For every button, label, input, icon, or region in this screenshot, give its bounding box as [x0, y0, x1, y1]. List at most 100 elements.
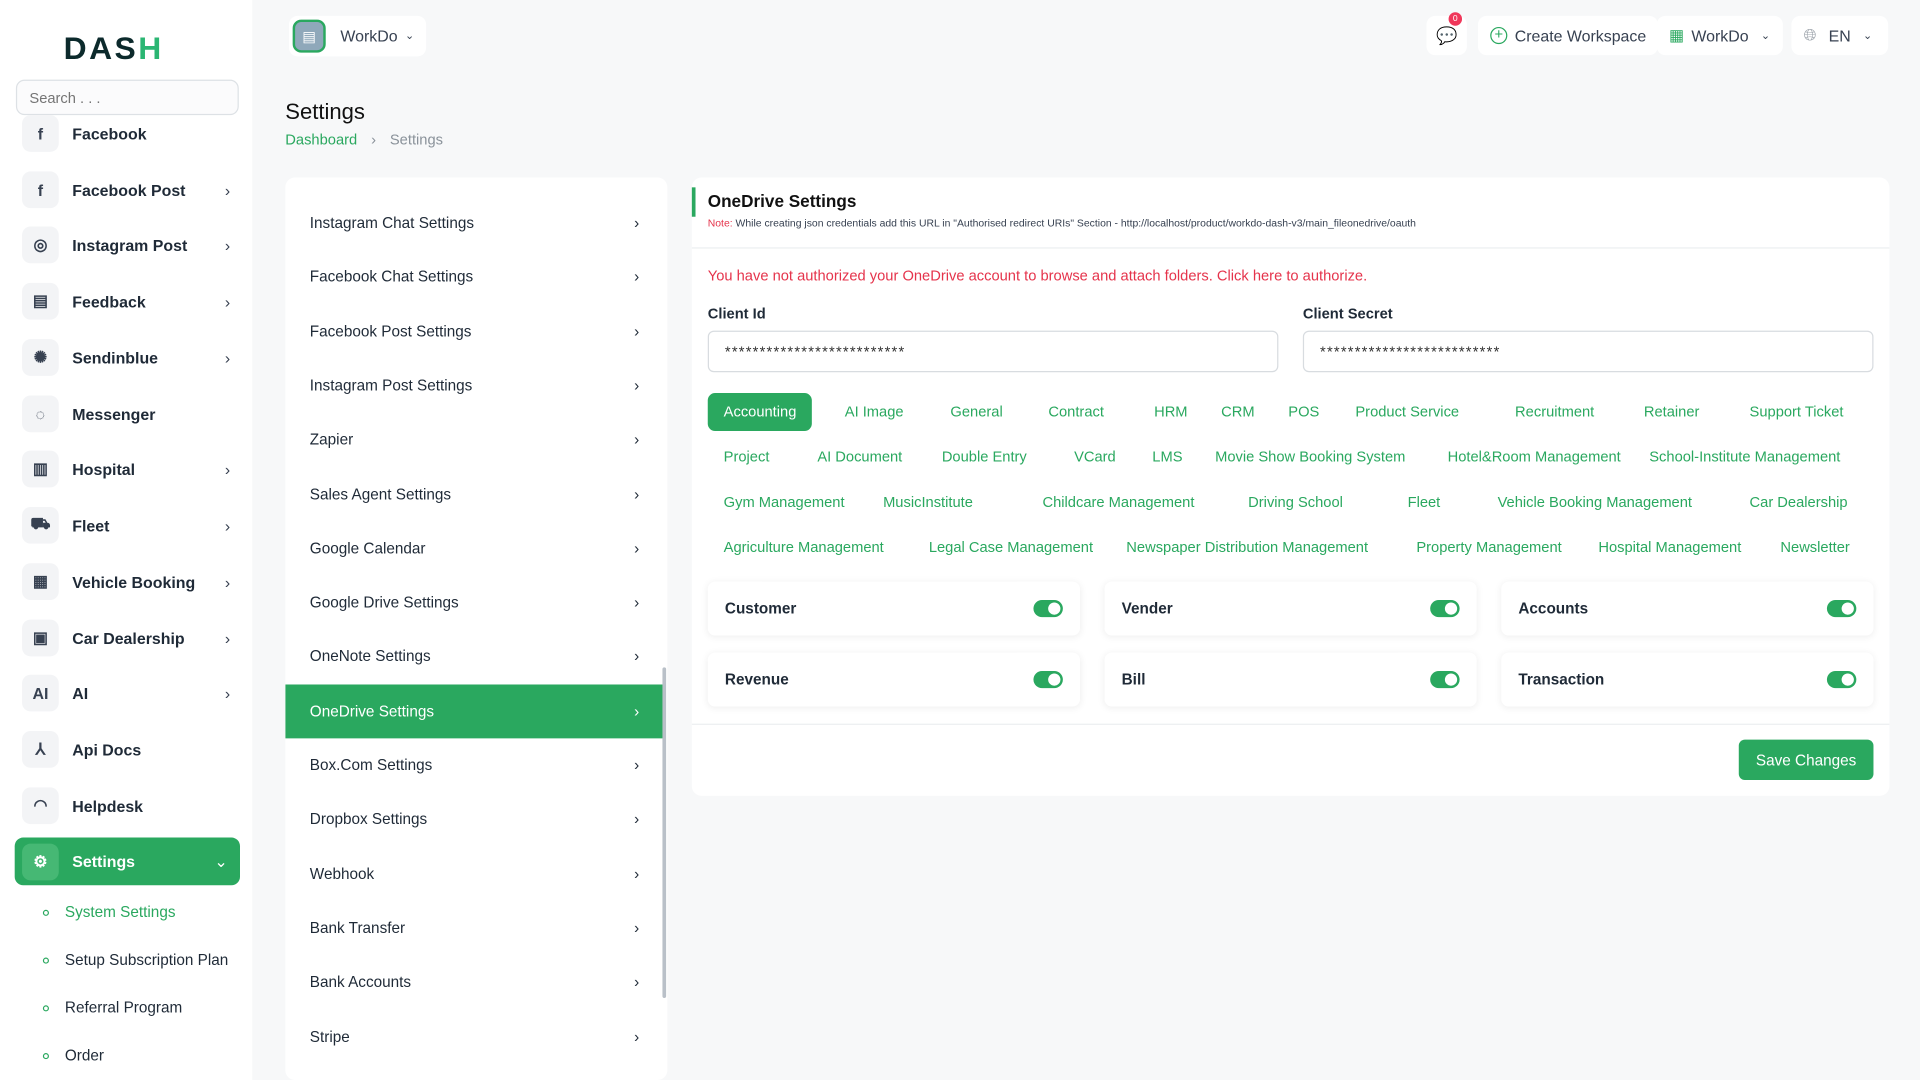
- sidebar-item-helpdesk[interactable]: ◠ Helpdesk: [22, 786, 230, 825]
- toggle-switch[interactable]: [1033, 600, 1063, 618]
- toggle-switch[interactable]: [1033, 671, 1063, 689]
- sidebar-item-messenger[interactable]: ◌ Messenger: [22, 394, 230, 433]
- module-tab[interactable]: Agriculture Management: [723, 538, 884, 556]
- module-tab[interactable]: Retainer: [1643, 402, 1700, 421]
- globe-icon: 🌐︎: [1803, 25, 1817, 45]
- sidebar-item-sendinblue[interactable]: ✺ Sendinblue ›: [22, 338, 230, 377]
- plus-circle-icon: +: [1490, 27, 1508, 45]
- settings-menu-item[interactable]: OneDrive Settings ›: [285, 684, 664, 738]
- module-tab[interactable]: CRM: [1221, 402, 1255, 421]
- sidebar-item-label: Fleet: [72, 516, 110, 535]
- sidebar-item-fleet[interactable]: ⛟ Fleet ›: [22, 506, 230, 545]
- module-tab[interactable]: Legal Case Management: [928, 538, 1094, 556]
- module-tab[interactable]: Hotel&Room Management: [1447, 448, 1621, 466]
- title-accent: [691, 187, 696, 217]
- module-tab[interactable]: Childcare Management: [1042, 493, 1195, 511]
- toggle-card: Accounts: [1501, 581, 1874, 636]
- sidebar-item-settings[interactable]: ⚙ Settings ⌄: [14, 837, 241, 886]
- settings-menu-item[interactable]: Instagram Post Settings ›: [285, 359, 663, 413]
- module-tab[interactable]: VCard: [1074, 448, 1116, 466]
- logo[interactable]: DASH: [63, 29, 164, 67]
- toggle-switch[interactable]: [1430, 671, 1460, 689]
- client-id-input[interactable]: **************************: [707, 330, 1279, 373]
- module-tab[interactable]: Hospital Management: [1598, 538, 1742, 556]
- sidebar-item-ai[interactable]: AI AI ›: [22, 673, 230, 712]
- module-tab[interactable]: Support Ticket: [1749, 402, 1844, 421]
- settings-menu-item[interactable]: Google Drive Settings ›: [285, 576, 663, 630]
- module-tab[interactable]: Movie Show Booking System: [1215, 448, 1406, 466]
- sidebar-item-vehicle-booking[interactable]: ▦ Vehicle Booking ›: [22, 562, 230, 601]
- module-tab[interactable]: HRM: [1154, 402, 1188, 421]
- car-icon: ⛟: [22, 506, 59, 544]
- toggle-switch[interactable]: [1430, 600, 1460, 618]
- settings-menu-item[interactable]: Zapier ›: [285, 413, 663, 467]
- module-tab[interactable]: Accounting: [707, 393, 813, 432]
- scrollbar[interactable]: [662, 667, 667, 998]
- settings-menu-item[interactable]: Facebook Chat Settings ›: [285, 250, 663, 304]
- module-tab[interactable]: Product Service: [1355, 402, 1460, 421]
- settings-menu-item[interactable]: Box.Com Settings ›: [285, 738, 663, 792]
- sidebar-subitem[interactable]: Setup Subscription Plan: [42, 951, 228, 969]
- sidebar-subitem[interactable]: Referral Program: [42, 999, 182, 1016]
- module-tab[interactable]: Car Dealership: [1749, 493, 1848, 511]
- module-tab[interactable]: AI Document: [817, 448, 903, 466]
- module-tab[interactable]: Newsletter: [1780, 538, 1850, 556]
- sidebar-subitem[interactable]: System Settings: [42, 904, 176, 921]
- module-tab[interactable]: MusicInstitute: [883, 493, 973, 511]
- module-tab[interactable]: Property Management: [1416, 538, 1562, 556]
- module-tab[interactable]: Recruitment: [1515, 402, 1595, 421]
- module-tab[interactable]: Vehicle Booking Management: [1497, 493, 1692, 511]
- sidebar-item-facebook[interactable]: f Facebook: [22, 114, 230, 153]
- save-changes-button[interactable]: Save Changes: [1738, 739, 1874, 781]
- settings-menu-item[interactable]: Bank Accounts ›: [285, 955, 663, 1009]
- breadcrumb-dashboard[interactable]: Dashboard: [285, 131, 358, 149]
- module-tab[interactable]: General: [950, 402, 1003, 421]
- feedback-icon: ▤: [22, 282, 59, 320]
- headset-icon: ◠: [22, 787, 59, 825]
- module-tab[interactable]: Project: [723, 448, 770, 466]
- hospital-icon: ▥: [22, 450, 59, 488]
- module-tab[interactable]: Contract: [1048, 402, 1104, 421]
- sidebar-item-label: Hospital: [72, 459, 136, 479]
- module-tab[interactable]: Gym Management: [723, 493, 845, 511]
- language-dropdown[interactable]: 🌐︎ EN ⌄: [1791, 15, 1889, 56]
- module-tab[interactable]: Double Entry: [941, 448, 1027, 466]
- sidebar-item-hospital[interactable]: ▥ Hospital ›: [22, 449, 230, 488]
- authorize-link[interactable]: You have not authorized your OneDrive ac…: [707, 266, 1368, 285]
- module-tab[interactable]: Driving School: [1248, 493, 1343, 511]
- menu-item-label: Bank Accounts: [309, 973, 412, 991]
- toggle-switch[interactable]: [1826, 671, 1857, 689]
- chevron-right-icon: ›: [224, 516, 231, 535]
- settings-menu-item[interactable]: OneNote Settings ›: [285, 630, 663, 684]
- sidebar-item-api-docs[interactable]: ⅄ Api Docs: [22, 730, 230, 769]
- sidebar-subitem[interactable]: Order: [42, 1047, 104, 1064]
- create-workspace-button[interactable]: + Create Workspace: [1477, 15, 1659, 56]
- workspace-switcher[interactable]: ▤ WorkDo ⌄: [288, 15, 427, 57]
- sidebar-item-label: Api Docs: [72, 740, 142, 759]
- sidebar-item-instagram-post[interactable]: ◎ Instagram Post ›: [22, 225, 230, 264]
- module-tab[interactable]: POS: [1288, 402, 1320, 421]
- module-tab[interactable]: AI Image: [844, 402, 904, 421]
- settings-menu-item[interactable]: Instagram Chat Settings ›: [285, 196, 663, 250]
- settings-menu-item[interactable]: Dropbox Settings ›: [285, 793, 663, 847]
- module-tab[interactable]: Newspaper Distribution Management: [1126, 538, 1369, 556]
- settings-menu-item[interactable]: Bank Transfer ›: [285, 901, 663, 955]
- toggle-switch[interactable]: [1826, 600, 1857, 618]
- module-tab[interactable]: Fleet: [1407, 493, 1441, 511]
- settings-menu-item[interactable]: Webhook ›: [285, 847, 663, 901]
- company-dropdown[interactable]: ▦ WorkDo ⌄: [1656, 15, 1783, 56]
- client-secret-input[interactable]: **************************: [1302, 330, 1874, 373]
- settings-menu-item[interactable]: Facebook Post Settings ›: [285, 304, 663, 358]
- messages-button[interactable]: 💬 0: [1426, 12, 1467, 56]
- module-tab[interactable]: School-Institute Management: [1649, 448, 1841, 466]
- settings-menu-item[interactable]: Google Calendar ›: [285, 521, 663, 575]
- chat-icon: 💬: [1436, 25, 1458, 45]
- module-tab[interactable]: LMS: [1152, 448, 1183, 466]
- divider: [691, 247, 1890, 249]
- sidebar-item-facebook-post[interactable]: f Facebook Post ›: [22, 170, 230, 209]
- search-input[interactable]: [15, 79, 239, 116]
- sidebar-item-car-dealership[interactable]: ▣ Car Dealership ›: [22, 618, 230, 657]
- sidebar-item-feedback[interactable]: ▤ Feedback ›: [22, 282, 230, 321]
- settings-menu-item[interactable]: Stripe ›: [285, 1010, 663, 1064]
- settings-menu-item[interactable]: Sales Agent Settings ›: [285, 467, 663, 521]
